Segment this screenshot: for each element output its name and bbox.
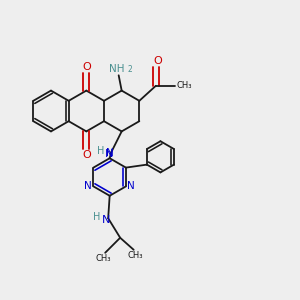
Text: N: N [106,148,113,158]
Text: CH₃: CH₃ [176,81,192,90]
Text: N: N [105,149,113,159]
Text: O: O [82,62,91,72]
Text: CH₃: CH₃ [128,251,143,260]
Text: H: H [93,212,100,222]
Text: N: N [102,215,110,225]
Text: O: O [153,56,162,66]
Text: NH: NH [110,64,125,74]
Text: O: O [82,150,91,160]
Text: H: H [97,146,104,156]
Text: CH₃: CH₃ [96,254,111,263]
Text: N: N [128,182,135,191]
Text: 2: 2 [128,65,132,74]
Text: N: N [84,182,92,191]
